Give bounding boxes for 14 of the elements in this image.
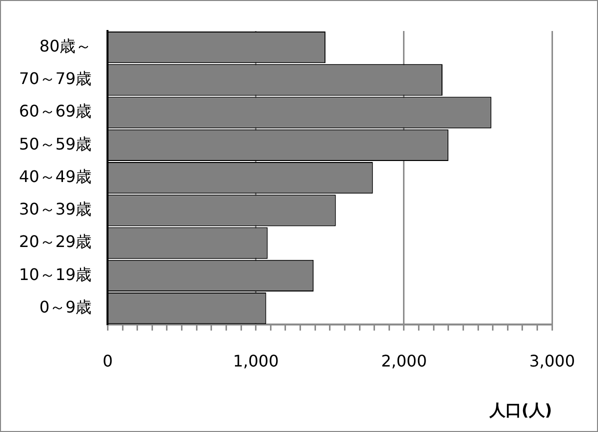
y-tick-label: 60～69歳 bbox=[19, 102, 92, 121]
x-tick-label: 2,000 bbox=[381, 351, 427, 370]
y-tick-label: 50～59歳 bbox=[19, 134, 92, 154]
y-tick-label: 20～29歳 bbox=[19, 232, 92, 252]
y-tick-label: 10～19歳 bbox=[19, 264, 92, 284]
x-tick-label: 3,000 bbox=[529, 351, 576, 370]
x-tick-label: 0 bbox=[102, 351, 113, 370]
y-tick-label: 70～79歳 bbox=[19, 69, 92, 88]
x-axis-title: 人口(人) bbox=[488, 400, 552, 420]
y-tick-label: 0～9歳 bbox=[39, 297, 92, 316]
y-tick-label: 80歳～ bbox=[39, 36, 92, 56]
y-tick-label: 40～49歳 bbox=[19, 166, 92, 186]
x-tick-label: 1,000 bbox=[232, 351, 279, 370]
y-tick-label: 30～39歳 bbox=[19, 200, 92, 219]
